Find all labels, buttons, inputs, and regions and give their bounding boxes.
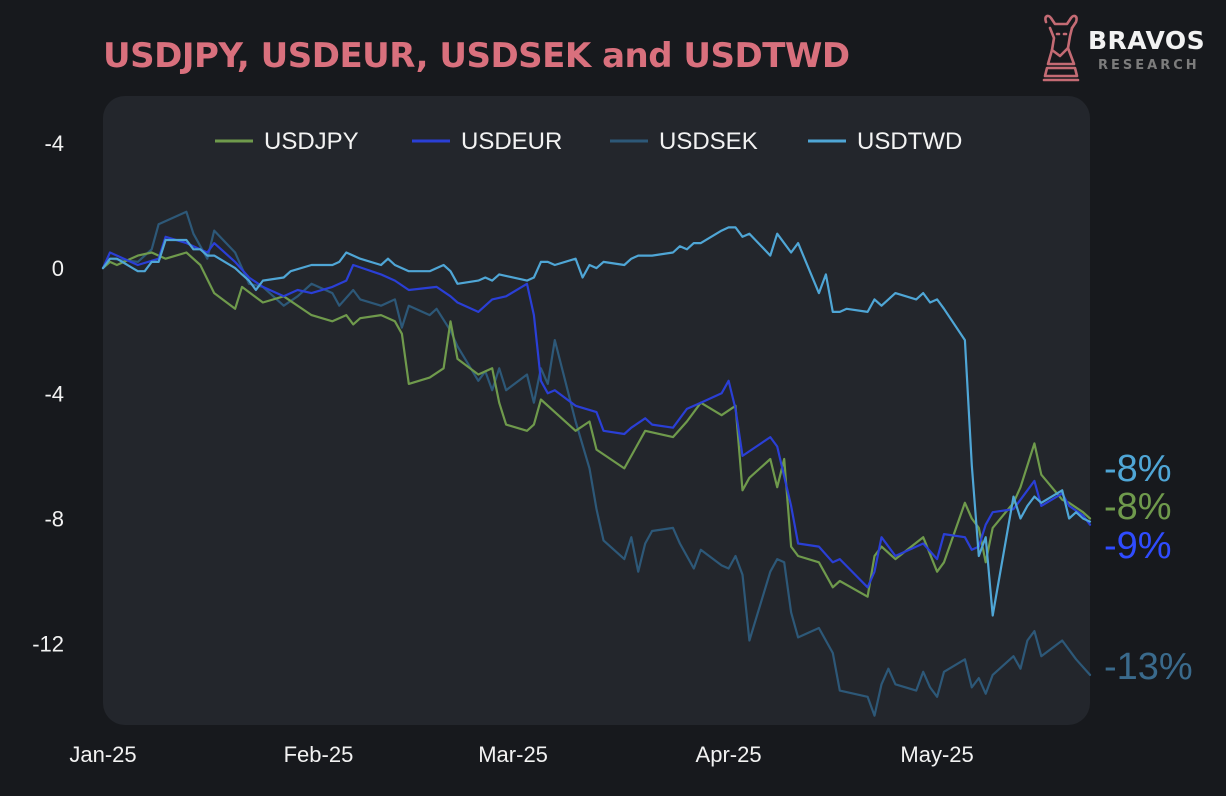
y-tick-label: -4 — [44, 131, 64, 156]
y-tick-label: -4 — [44, 381, 64, 406]
x-tick-label: Jan-25 — [69, 742, 136, 767]
legend: USDJPY USDEUR USDSEK USDTWD — [215, 128, 962, 155]
end-labels: -8%-8%-9%-13% — [1104, 448, 1193, 688]
y-tick-label: 0 — [52, 256, 64, 281]
legend-label-usdjpy: USDJPY — [264, 128, 359, 155]
x-tick-label: Feb-25 — [284, 742, 354, 767]
y-tick-label: -12 — [32, 632, 64, 657]
brand-subtitle: RESEARCH — [1098, 58, 1200, 73]
y-tick-label: -8 — [44, 506, 64, 531]
series-line-usdjpy — [101, 251, 1092, 598]
series-line-usdsek — [101, 210, 1092, 717]
x-tick-label: Mar-25 — [478, 742, 548, 767]
x-tick-label: May-25 — [900, 742, 973, 767]
legend-label-usdsek: USDSEK — [659, 128, 758, 155]
brand-logo: BRAVOS RESEARCH — [1038, 10, 1223, 90]
series-layer — [101, 210, 1092, 717]
chart-title: USDJPY, USDEUR, USDSEK and USDTWD — [103, 36, 850, 76]
plot-background — [103, 96, 1090, 725]
series-line-usdtwd — [101, 226, 1092, 617]
brand-name: BRAVOS — [1088, 26, 1206, 55]
end-label-usdtwd: -8% — [1104, 448, 1172, 490]
bull-chess-knight-icon — [1042, 14, 1080, 82]
y-axis: -4 0 -4 -8 -12 — [32, 131, 64, 657]
end-label-usdsek: -13% — [1104, 646, 1193, 688]
x-tick-label: Apr-25 — [696, 742, 762, 767]
series-line-usdeur — [101, 235, 1092, 589]
legend-label-usdtwd: USDTWD — [857, 128, 962, 155]
end-label-usdeur: -9% — [1104, 525, 1172, 567]
end-label-usdjpy: -8% — [1104, 486, 1172, 528]
x-axis: Jan-25 Feb-25 Mar-25 Apr-25 May-25 — [69, 742, 973, 767]
legend-label-usdeur: USDEUR — [461, 128, 562, 155]
